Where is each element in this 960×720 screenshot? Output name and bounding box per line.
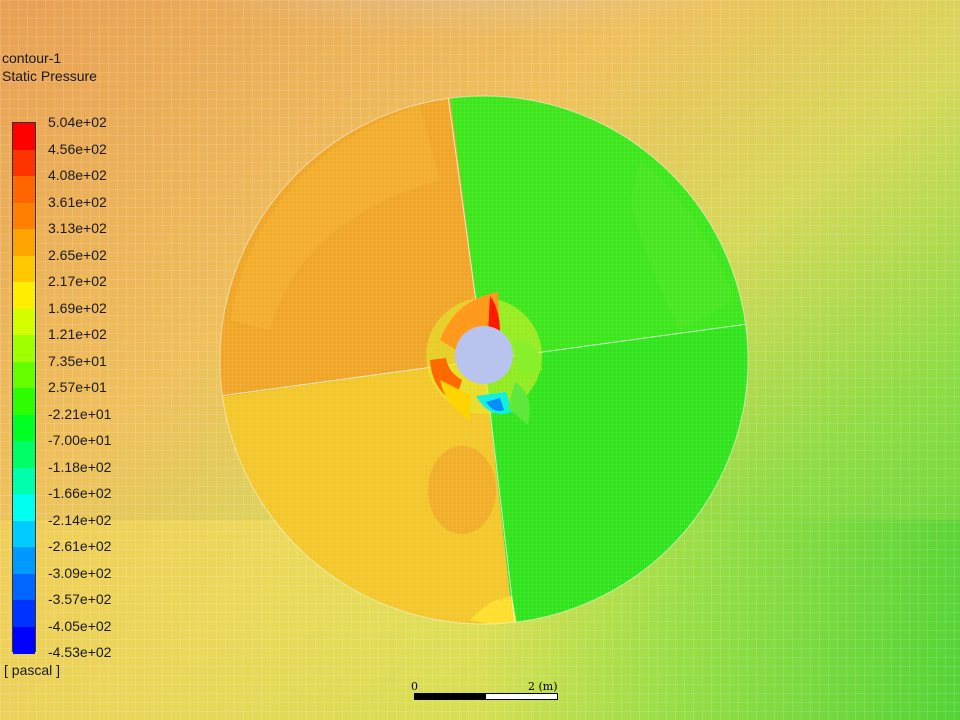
legend-swatch xyxy=(13,441,35,468)
legend-swatch xyxy=(13,202,35,230)
legend-tick-label: 3.61e+02 xyxy=(48,193,107,210)
legend-swatch xyxy=(13,229,35,256)
legend-swatch xyxy=(13,626,35,654)
legend-tick-label: 7.35e+01 xyxy=(48,352,107,369)
scale-bar xyxy=(414,693,558,700)
legend-swatch xyxy=(13,573,35,601)
legend-tick-label: 2.65e+02 xyxy=(48,246,107,263)
legend-swatch xyxy=(13,388,35,415)
legend-tick-label: 5.04e+02 xyxy=(48,114,107,130)
legend-tick-label: 1.21e+02 xyxy=(48,326,107,342)
legend-swatch xyxy=(13,600,35,627)
legend-tick-label: 4.08e+02 xyxy=(48,167,107,183)
units-label: [ pascal ] xyxy=(4,662,61,678)
legend-swatch xyxy=(13,176,35,203)
variable-name: Static Pressure xyxy=(2,68,97,84)
legend-swatch xyxy=(13,494,35,521)
legend-tick-label: -1.66e+02 xyxy=(48,485,112,501)
contour-name: contour-1 xyxy=(2,50,62,66)
legend-swatch xyxy=(13,361,35,389)
legend-swatch xyxy=(13,467,35,495)
legend-swatch xyxy=(13,414,35,442)
legend-swatch xyxy=(13,149,35,177)
color-legend-bar xyxy=(12,122,36,654)
legend-tick-label: -1.18e+02 xyxy=(48,458,112,475)
legend-tick-label: -2.61e+02 xyxy=(48,538,112,554)
legend-swatch xyxy=(13,335,35,362)
legend-tick-label: 4.56e+02 xyxy=(48,140,107,157)
legend-tick-label: 3.13e+02 xyxy=(48,220,107,236)
legend-swatch xyxy=(13,123,35,150)
legend-tick-label: -4.53e+02 xyxy=(48,644,112,660)
rotor-disc-edge xyxy=(219,95,749,625)
legend-tick-label: -2.14e+02 xyxy=(48,511,112,528)
legend-swatch xyxy=(13,308,35,336)
legend-swatch xyxy=(13,255,35,283)
legend-tick-label: -3.09e+02 xyxy=(48,564,112,581)
scale-start-label: 0 xyxy=(411,680,418,693)
legend-tick-label: 2.57e+01 xyxy=(48,379,107,395)
scale-end-label: 2 (m) xyxy=(528,680,558,693)
rotor-hub xyxy=(455,326,513,384)
legend-tick-label: -7.00e+01 xyxy=(48,432,112,448)
legend-swatch xyxy=(13,282,35,309)
legend-swatch xyxy=(13,520,35,548)
legend-tick-label: 2.17e+02 xyxy=(48,273,107,289)
legend-tick-label: -4.05e+02 xyxy=(48,617,112,634)
scale-bar-fill xyxy=(415,694,486,699)
legend-swatch xyxy=(13,547,35,574)
legend-tick-label: -3.57e+02 xyxy=(48,591,112,607)
legend-tick-label: 1.69e+02 xyxy=(48,299,107,316)
legend-tick-label: -2.21e+01 xyxy=(48,405,112,422)
